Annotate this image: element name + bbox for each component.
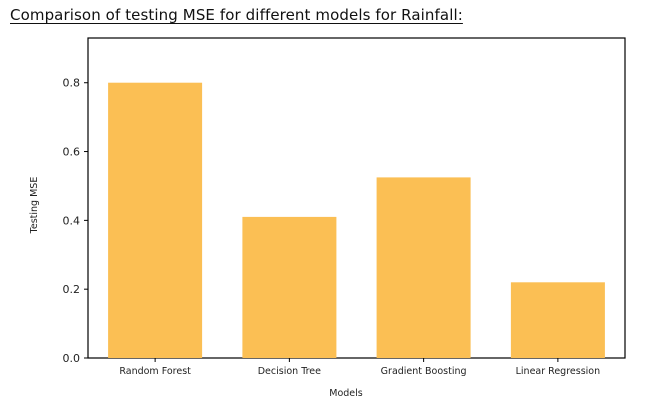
y-tick-label: 0.2 <box>63 283 81 296</box>
y-axis-title: Testing MSE <box>29 177 40 235</box>
page-title: Comparison of testing MSE for different … <box>10 6 463 24</box>
x-tick-label: Linear Regression <box>516 366 601 377</box>
bar-decision-tree <box>242 216 337 358</box>
bar-gradient-boosting <box>376 177 471 358</box>
x-axis: Random Forest Decision Tree Gradient Boost… <box>119 358 600 377</box>
y-tick-label: 0.4 <box>63 214 81 227</box>
x-axis-title: Models <box>329 388 363 399</box>
bar-random-forest <box>108 82 203 358</box>
bar-linear-regression <box>510 282 605 358</box>
y-tick-label: 0.6 <box>63 146 81 159</box>
y-tick-label: 0.8 <box>63 77 81 90</box>
x-tick-label: Decision Tree <box>258 366 321 377</box>
bars-group <box>108 82 605 358</box>
x-tick-label: Random Forest <box>119 366 191 377</box>
x-tick-label: Gradient Boosting <box>381 366 467 377</box>
y-tick-label: 0.0 <box>63 352 81 365</box>
plot-frame <box>87 37 626 359</box>
y-axis: 0.0 0.2 0.4 0.6 0.8 <box>63 77 88 365</box>
